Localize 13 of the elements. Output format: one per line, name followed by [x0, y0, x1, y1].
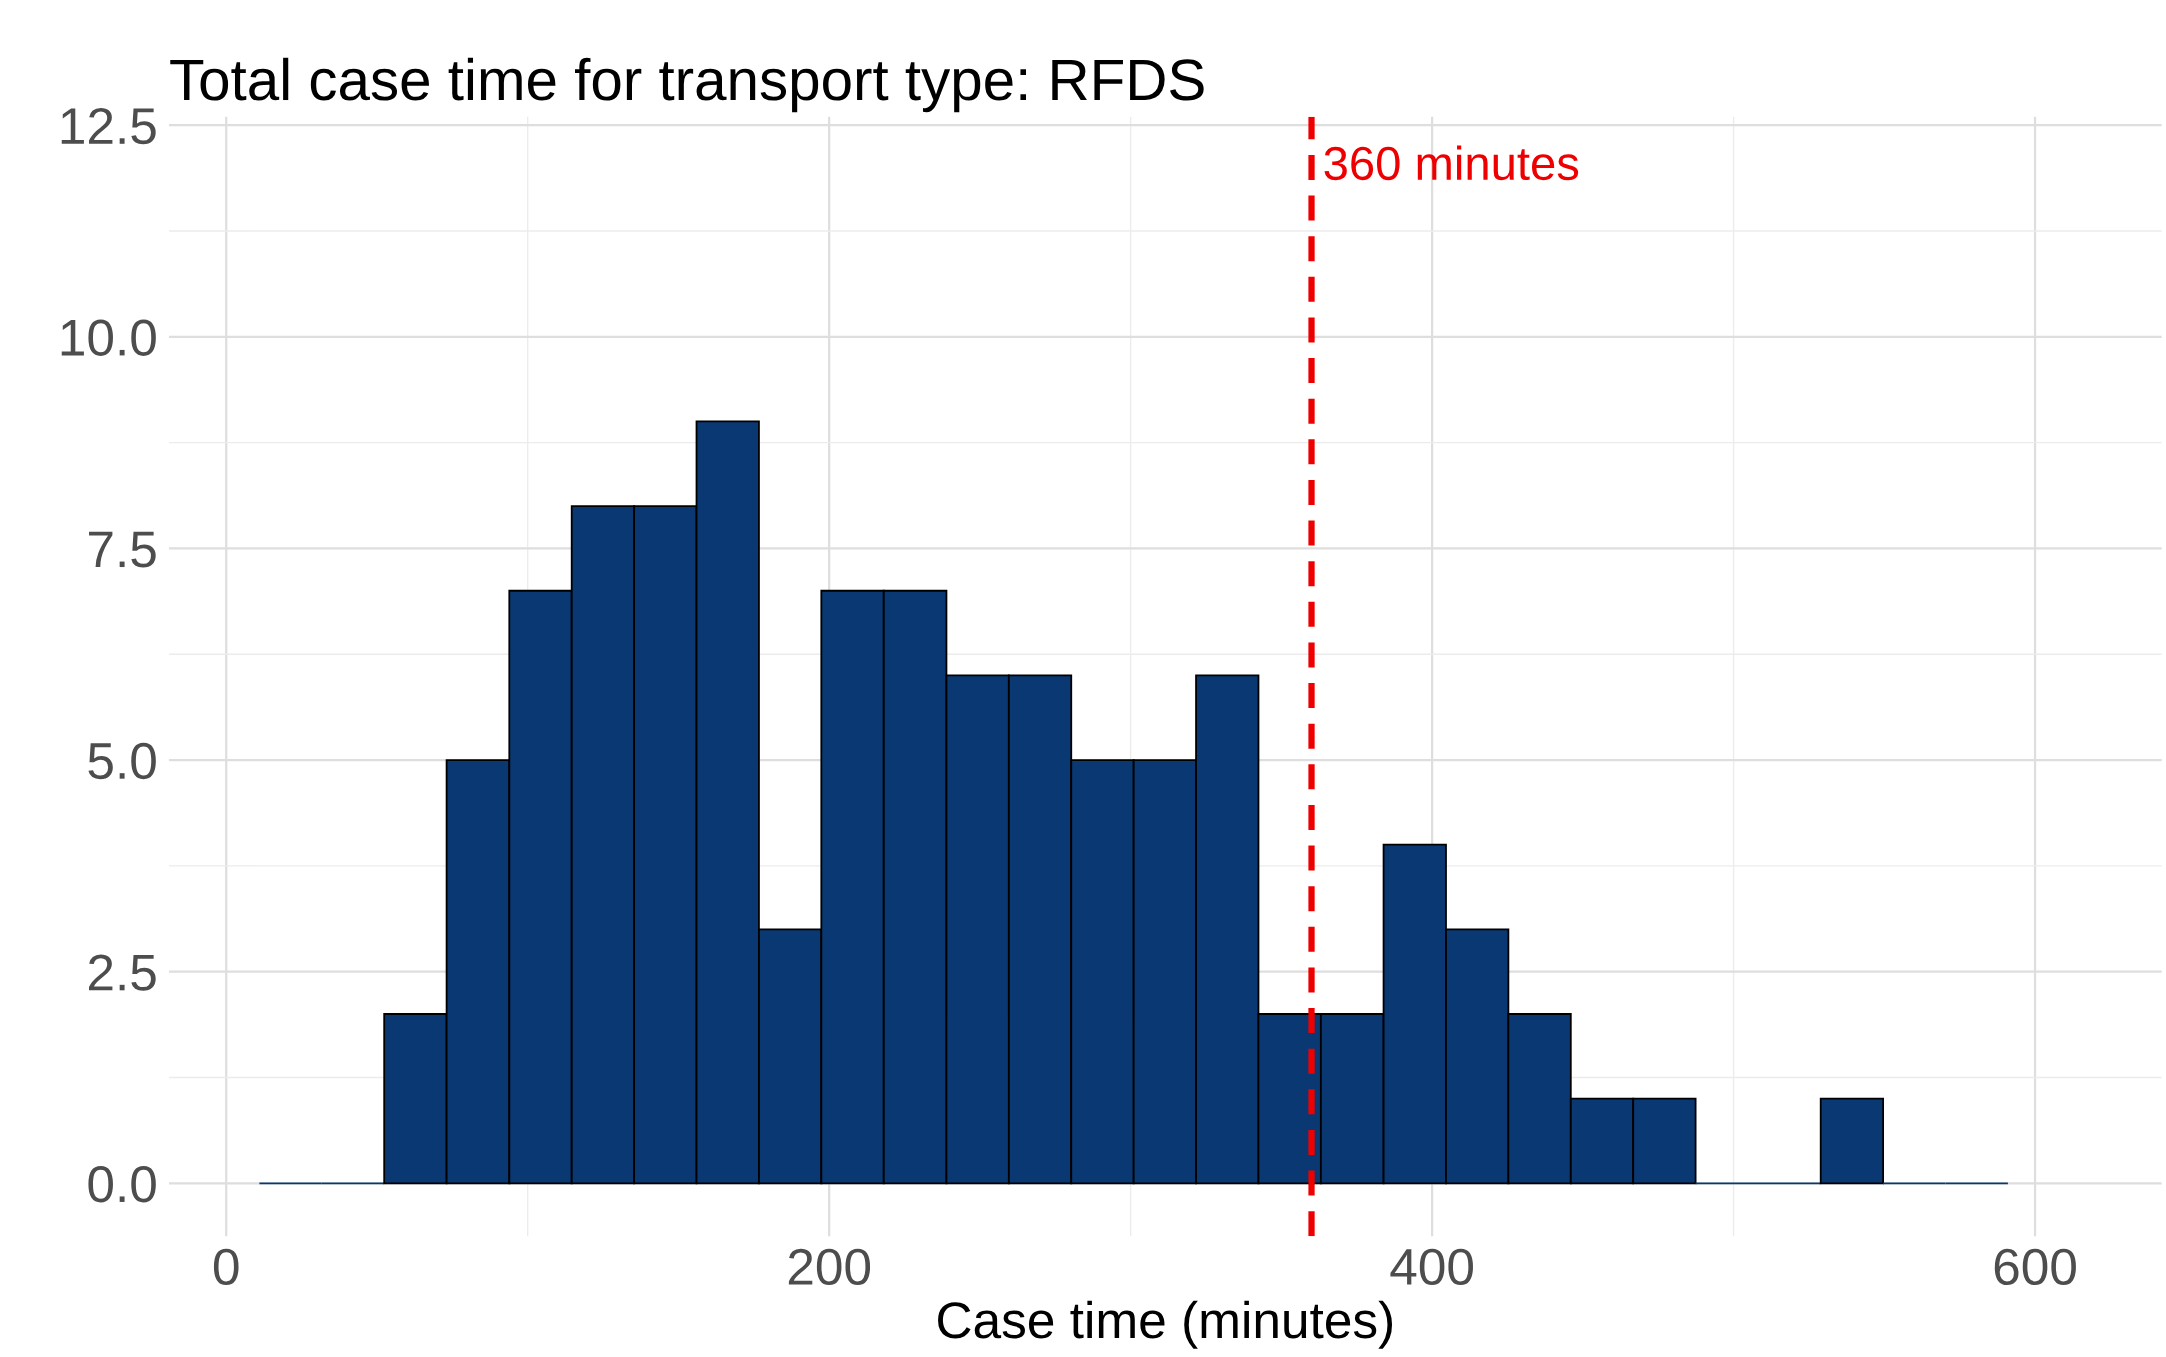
- annotation: 360 minutes: [1324, 145, 1579, 181]
- y-tick-label: 12.5: [61, 107, 156, 145]
- y-tick-label: 2.5: [88, 954, 156, 991]
- y-tick-label: 7.5: [89, 531, 156, 568]
- x-tick-label: 400: [1390, 1248, 1473, 1286]
- x-tick-label: 0: [213, 1248, 239, 1286]
- y-tick-label: 0.0: [88, 1166, 156, 1203]
- x-axis-title: Case time (minutes): [938, 1300, 1393, 1349]
- x-tick-label: 600: [1994, 1248, 2076, 1286]
- y-tick-label: 10.0: [61, 319, 156, 356]
- chart-title: Total case time for transport type: RFDS: [170, 57, 1204, 113]
- y-tick-label: 5.0: [88, 742, 156, 780]
- x-tick-label: 200: [788, 1248, 871, 1286]
